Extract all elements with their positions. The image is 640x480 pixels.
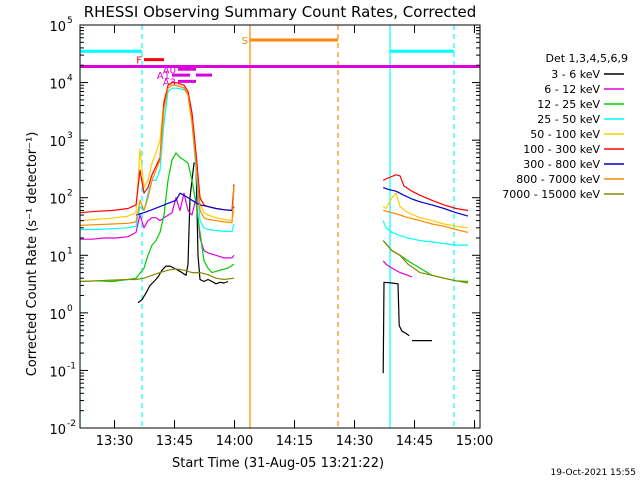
series-line bbox=[80, 87, 235, 232]
state-bar-label: A3 bbox=[163, 77, 176, 88]
series-line bbox=[382, 240, 469, 284]
series-line bbox=[382, 220, 468, 246]
legend: Det 1,3,4,5,6,9 3 - 6 keV 6 - 12 keV 12 - 2… bbox=[502, 52, 628, 201]
series-line bbox=[137, 162, 229, 304]
y-tick-exponent: 1 bbox=[67, 246, 73, 256]
legend-entry-label: 7000 - 15000 keV bbox=[502, 188, 600, 201]
series-line bbox=[382, 240, 469, 283]
series-line bbox=[80, 81, 235, 214]
series-line bbox=[382, 187, 469, 217]
x-tick-label: 14:15 bbox=[276, 434, 313, 449]
x-tick-label: 13:30 bbox=[96, 434, 133, 449]
series-line bbox=[382, 192, 469, 229]
legend-entry-label: 300 - 800 keV bbox=[523, 158, 600, 171]
legend-entry-label: 3 - 6 keV bbox=[551, 68, 600, 81]
series-line bbox=[80, 84, 235, 222]
series-6-12keV bbox=[80, 192, 413, 278]
series-800-7000keV bbox=[80, 84, 469, 233]
x-tick-label: 15:00 bbox=[456, 434, 493, 449]
state-bar-label: F bbox=[136, 56, 142, 67]
y-tick-exponent: 0 bbox=[67, 304, 73, 314]
series-line bbox=[80, 152, 235, 283]
series-25-50keV bbox=[80, 87, 468, 246]
plot-frame bbox=[79, 24, 481, 429]
series-line bbox=[382, 281, 410, 374]
legend-entry-label: 100 - 300 keV bbox=[523, 143, 600, 156]
state-bar-label: A1 bbox=[157, 71, 170, 82]
y-axis-label: Corrected Count Rate (s⁻¹ detector⁻¹) bbox=[25, 132, 40, 377]
y-tick-label: 10 bbox=[49, 308, 66, 323]
series-line bbox=[80, 192, 235, 259]
y-tick-exponent: 4 bbox=[67, 74, 73, 84]
series-line bbox=[383, 209, 469, 233]
series-3-6keV bbox=[137, 162, 432, 374]
y-tick-label: 10 bbox=[49, 250, 66, 265]
y-tick-label: 10 bbox=[49, 365, 66, 380]
y-tick-label: 10 bbox=[49, 78, 66, 93]
legend-entry-label: 50 - 100 keV bbox=[530, 128, 600, 141]
y-tick-exponent: 3 bbox=[67, 131, 73, 141]
x-tick-label: 13:45 bbox=[156, 434, 193, 449]
series-layer bbox=[80, 81, 469, 374]
series-300-800keV bbox=[135, 187, 469, 217]
footer-timestamp: 19-Oct-2021 15:55 bbox=[551, 468, 636, 478]
x-tick-label: 14:00 bbox=[216, 434, 253, 449]
series-line bbox=[382, 174, 469, 212]
state-bar-label: S bbox=[242, 36, 248, 47]
y-tick-label: 10 bbox=[49, 423, 66, 438]
x-tick-label: 14:30 bbox=[336, 434, 373, 449]
x-axis-label: Start Time (31-Aug-05 13:21:22) bbox=[172, 456, 384, 471]
state-bar-label: N bbox=[71, 47, 78, 58]
legend-entry-label: 6 - 12 keV bbox=[544, 83, 600, 96]
series-100-300keV bbox=[80, 81, 469, 214]
legend-entry-label: 800 - 7000 keV bbox=[516, 173, 600, 186]
y-tick-exponent: -2 bbox=[67, 419, 76, 429]
series-line bbox=[80, 268, 235, 283]
series-line bbox=[135, 192, 235, 216]
series-line bbox=[382, 260, 413, 278]
y-tick-exponent: 5 bbox=[67, 16, 73, 26]
x-tick-label: 14:45 bbox=[396, 434, 433, 449]
y-tick-label: 10 bbox=[49, 135, 66, 150]
legend-entry-label: 12 - 25 keV bbox=[537, 98, 600, 111]
y-tick-exponent: -1 bbox=[67, 361, 76, 371]
series-7000-15000keV bbox=[80, 240, 469, 284]
series-50-100keV bbox=[80, 84, 469, 229]
state-bar-label: A0 bbox=[163, 65, 176, 76]
y-tick-label: 10 bbox=[49, 20, 66, 35]
y-tick-label: 10 bbox=[49, 193, 66, 208]
chart-title: RHESSI Observing Summary Count Rates, Co… bbox=[84, 3, 477, 21]
legend-entry-label: 25 - 50 keV bbox=[537, 113, 600, 126]
series-line bbox=[80, 84, 235, 226]
y-tick-exponent: 2 bbox=[67, 189, 73, 199]
legend-title: Det 1,3,4,5,6,9 bbox=[545, 52, 628, 65]
